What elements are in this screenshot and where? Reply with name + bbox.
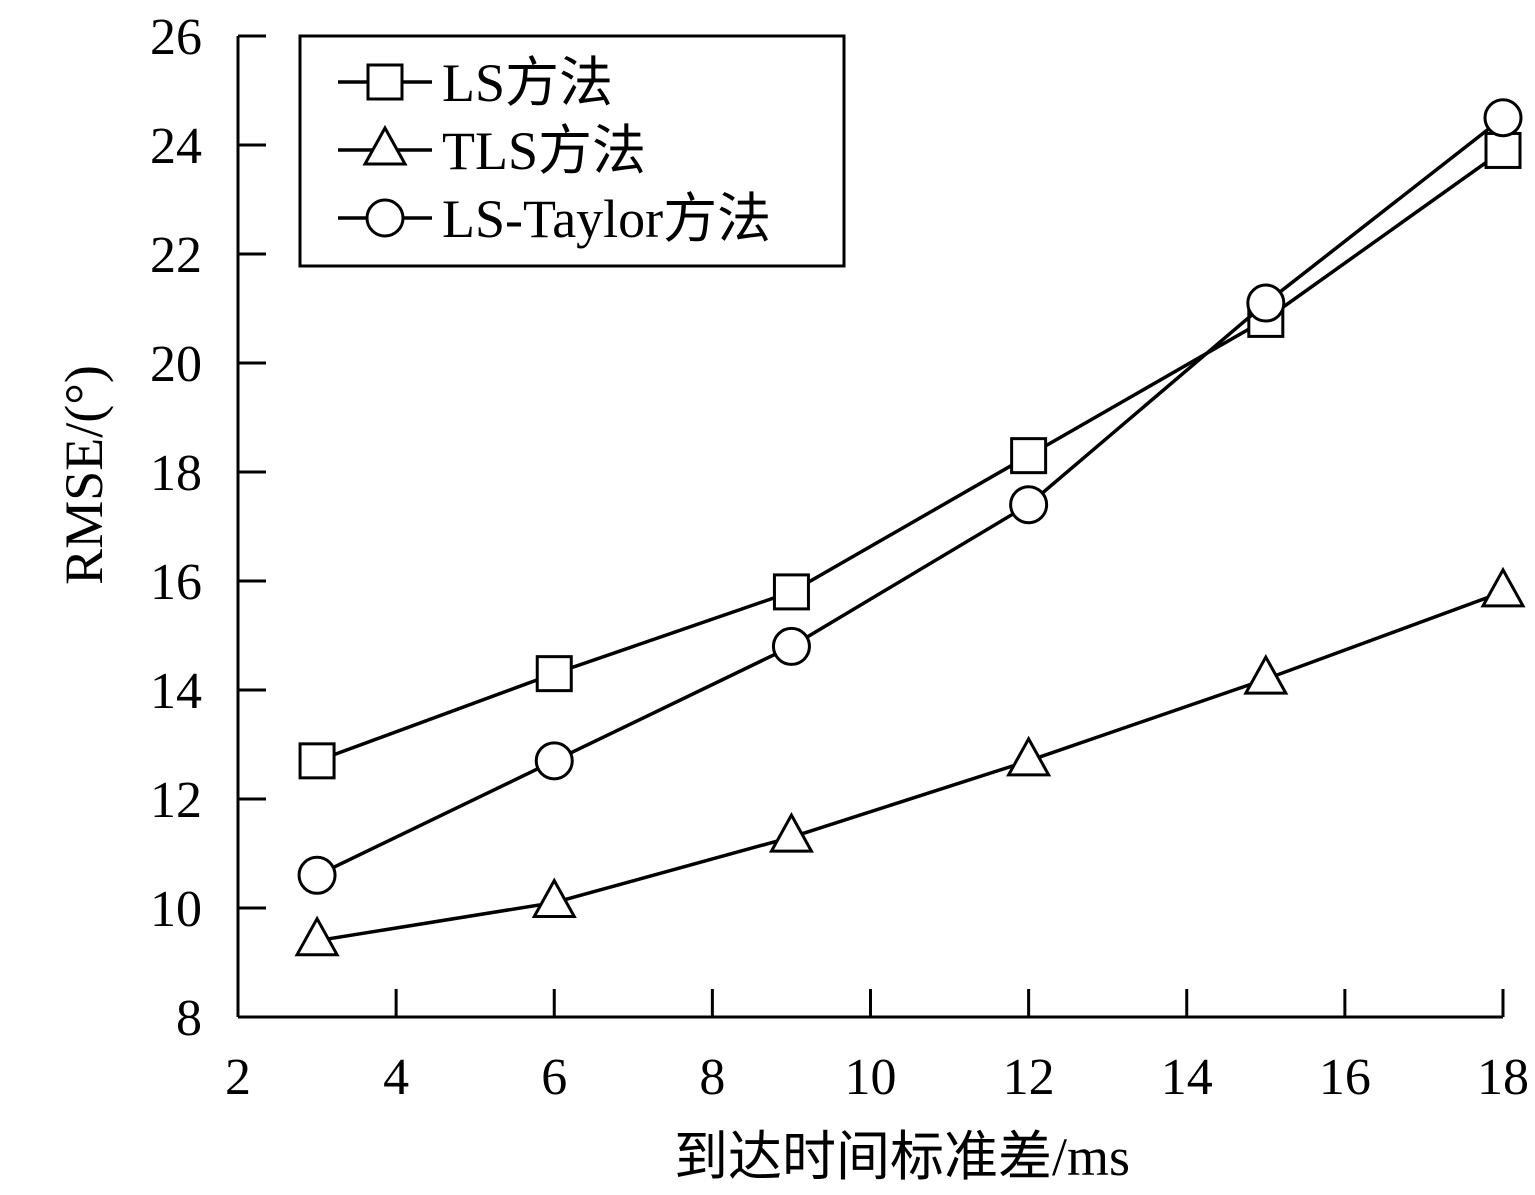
legend-label: LS方法	[442, 53, 613, 113]
series-line	[316, 149, 1505, 763]
x-tick-label: 14	[1161, 1049, 1213, 1106]
y-tick-label: 8	[176, 990, 202, 1047]
data-point-square	[772, 573, 810, 611]
legend-item: TLS方法	[338, 121, 646, 181]
y-tick-label: 12	[150, 772, 202, 829]
data-point-triangle	[768, 812, 814, 853]
data-point-triangle	[1480, 566, 1526, 608]
legend-marker-circle	[365, 198, 405, 238]
series-circle	[297, 98, 1523, 895]
y-tick-label: 22	[150, 227, 202, 284]
data-point-square	[535, 655, 573, 693]
y-tick-label: 20	[150, 336, 202, 393]
x-tick-label: 2	[225, 1049, 251, 1106]
x-axis-title: 到达时间标准差/ms	[674, 1127, 1130, 1187]
data-point-circle	[1246, 283, 1286, 323]
series-line	[316, 590, 1504, 943]
x-tick-label: 6	[541, 1049, 567, 1106]
legend-label: LS-Taylor方法	[442, 189, 771, 249]
y-tick-label: 24	[150, 118, 202, 175]
y-tick-label: 10	[150, 881, 202, 938]
legend-label: TLS方法	[442, 121, 646, 181]
x-tick-label: 10	[845, 1049, 897, 1106]
data-point-square	[1484, 131, 1522, 169]
data-point-triangle	[1006, 735, 1052, 777]
series-square	[298, 131, 1522, 780]
data-point-circle	[1009, 485, 1049, 525]
data-point-square	[298, 742, 336, 780]
series-layer	[294, 98, 1526, 957]
y-tick-label: 18	[150, 445, 202, 502]
data-point-circle	[534, 741, 574, 781]
data-point-circle	[1483, 98, 1523, 138]
y-tick-label: 14	[150, 663, 202, 720]
legend-marker-square	[366, 63, 404, 101]
data-point-square	[1010, 437, 1048, 475]
legend-item: LS-Taylor方法	[338, 189, 771, 249]
y-tick-label: 26	[150, 9, 202, 66]
data-point-circle	[297, 855, 337, 895]
x-tick-label: 12	[1003, 1049, 1055, 1106]
x-tick-label: 18	[1477, 1049, 1529, 1106]
series-triangle	[294, 566, 1526, 957]
data-point-triangle	[294, 915, 340, 957]
y-axis-title: RMSE/(°)	[54, 365, 114, 585]
data-point-triangle	[1243, 654, 1289, 695]
legend: LS方法 TLS方法 LS-Taylor方法	[298, 34, 846, 268]
legend-marker-triangle	[362, 124, 408, 166]
series-line	[316, 116, 1505, 877]
y-tick-label: 16	[150, 554, 202, 611]
data-point-circle	[771, 626, 811, 666]
legend-item: LS方法	[338, 53, 613, 113]
data-point-triangle	[531, 877, 577, 919]
x-tick-label: 8	[699, 1049, 725, 1106]
x-tick-label: 4	[383, 1049, 409, 1106]
x-tick-label: 16	[1319, 1049, 1371, 1106]
